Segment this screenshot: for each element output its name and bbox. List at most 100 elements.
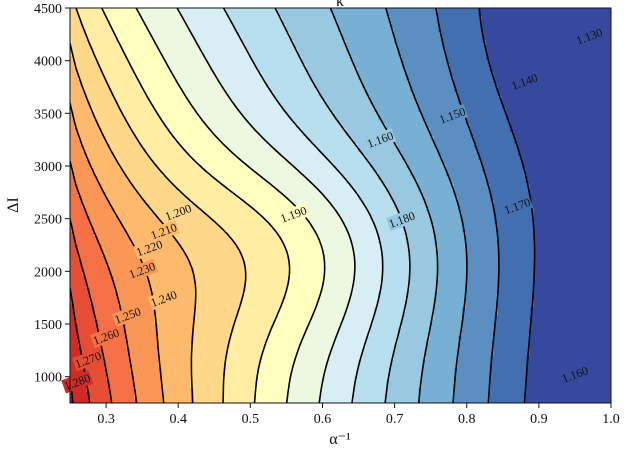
contour-fill-cell	[250, 112, 255, 117]
contour-fill-cell	[270, 104, 275, 109]
contour-fill-cell	[390, 32, 395, 37]
contour-fill-cell	[534, 88, 539, 93]
contour-fill-cell	[358, 12, 363, 17]
contour-fill-cell	[242, 112, 247, 117]
contour-fill-cell	[498, 40, 503, 45]
contour-fill-cell	[434, 88, 439, 93]
contour-fill-cell	[194, 120, 199, 125]
contour-fill-cell	[314, 152, 319, 157]
contour-fill-cell	[166, 28, 171, 33]
contour-fill-cell	[546, 88, 551, 93]
contour-fill-cell	[362, 36, 367, 41]
contour-fill-cell	[426, 48, 431, 53]
contour-fill-cell	[398, 48, 403, 53]
contour-fill-cell	[562, 116, 567, 121]
contour-fill-cell	[382, 96, 387, 101]
contour-fill-cell	[366, 36, 371, 41]
contour-fill-cell	[534, 128, 539, 133]
contour-fill-cell	[94, 116, 99, 121]
contour-fill-cell	[318, 44, 323, 49]
contour-fill-cell	[562, 36, 567, 41]
contour-fill-cell	[214, 96, 219, 101]
contour-fill-cell	[470, 28, 475, 33]
contour-fill-cell	[514, 72, 519, 77]
contour-fill-cell	[250, 144, 255, 149]
contour-fill-cell	[502, 132, 507, 137]
contour-fill-cell	[190, 60, 195, 65]
contour-fill-cell	[234, 68, 239, 73]
contour-fill-cell	[450, 24, 455, 29]
contour-fill-cell	[494, 8, 499, 13]
contour-fill-cell	[94, 124, 99, 129]
contour-fill-cell	[278, 84, 283, 89]
contour-fill-cell	[478, 100, 483, 105]
contour-fill-cell	[326, 124, 331, 129]
contour-fill-cell	[70, 132, 75, 137]
contour-fill-cell	[598, 20, 603, 25]
contour-fill-cell	[438, 40, 443, 45]
contour-fill-cell	[406, 32, 411, 37]
contour-fill-cell	[338, 100, 343, 105]
contour-fill-cell	[90, 72, 95, 77]
contour-fill-cell	[190, 64, 195, 69]
contour-fill-cell	[242, 84, 247, 89]
contour-fill-cell	[594, 108, 599, 113]
contour-fill-cell	[606, 72, 611, 77]
contour-fill-cell	[126, 132, 131, 137]
contour-fill-cell	[134, 56, 139, 61]
contour-fill-cell	[214, 60, 219, 65]
contour-fill-cell	[606, 80, 611, 85]
contour-fill-cell	[558, 120, 563, 125]
contour-fill-cell	[426, 80, 431, 85]
contour-fill-cell	[406, 136, 411, 141]
contour-fill-cell	[530, 120, 535, 125]
contour-fill-cell	[110, 132, 115, 137]
contour-fill-cell	[474, 96, 479, 101]
contour-fill-cell	[114, 152, 119, 157]
contour-fill-cell	[590, 148, 595, 153]
contour-fill-cell	[122, 144, 127, 149]
contour-fill-cell	[566, 76, 571, 81]
contour-fill-cell	[286, 20, 291, 25]
contour-fill-cell	[366, 12, 371, 17]
contour-fill-cell	[434, 52, 439, 57]
contour-fill-cell	[214, 64, 219, 69]
contour-fill-cell	[306, 132, 311, 137]
contour-fill-cell	[414, 44, 419, 49]
contour-fill-cell	[486, 16, 491, 21]
contour-fill-cell	[246, 28, 251, 33]
contour-fill-cell	[242, 28, 247, 33]
contour-fill-cell	[582, 72, 587, 77]
contour-fill-cell	[538, 72, 543, 77]
contour-fill-cell	[510, 144, 515, 149]
contour-fill-cell	[562, 72, 567, 77]
contour-fill-cell	[70, 80, 75, 85]
contour-fill-cell	[158, 136, 163, 141]
contour-fill-cell	[190, 48, 195, 53]
contour-fill-cell	[98, 20, 103, 25]
contour-fill-cell	[214, 120, 219, 125]
contour-fill-cell	[470, 44, 475, 49]
contour-fill-cell	[550, 92, 555, 97]
contour-fill-cell	[518, 104, 523, 109]
contour-fill-cell	[378, 8, 383, 13]
contour-fill-cell	[442, 108, 447, 113]
contour-fill-cell	[558, 84, 563, 89]
contour-fill-cell	[426, 108, 431, 113]
contour-fill-cell	[206, 100, 211, 105]
contour-fill-cell	[602, 128, 607, 133]
contour-fill-cell	[138, 148, 143, 153]
contour-fill-cell	[230, 56, 235, 61]
contour-fill-cell	[194, 64, 199, 69]
contour-fill-cell	[530, 104, 535, 109]
contour-fill-cell	[366, 88, 371, 93]
contour-fill-cell	[514, 68, 519, 73]
contour-fill-cell	[590, 84, 595, 89]
contour-fill-cell	[426, 84, 431, 89]
contour-fill-cell	[206, 72, 211, 77]
contour-fill-cell	[98, 40, 103, 45]
contour-fill-cell	[578, 84, 583, 89]
contour-fill-cell	[194, 92, 199, 97]
contour-fill-cell	[290, 68, 295, 73]
contour-fill-cell	[154, 92, 159, 97]
